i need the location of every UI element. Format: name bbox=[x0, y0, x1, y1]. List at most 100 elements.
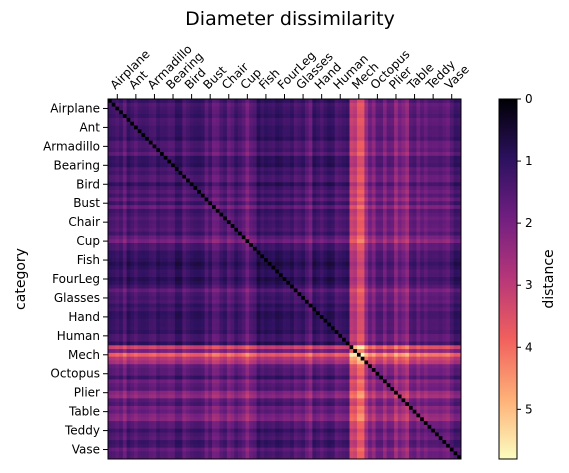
heatmap-cell bbox=[293, 216, 298, 221]
heatmap-cell bbox=[334, 239, 339, 244]
heatmap-cell bbox=[160, 208, 165, 214]
heatmap-cell bbox=[386, 205, 391, 210]
heatmap-cell bbox=[379, 208, 384, 214]
heatmap-cell bbox=[119, 121, 124, 126]
heatmap-cell bbox=[152, 197, 157, 202]
heatmap-cell bbox=[293, 288, 298, 293]
heatmap-cell bbox=[271, 148, 276, 153]
heatmap-cell bbox=[130, 235, 135, 240]
heatmap-cell bbox=[446, 235, 451, 240]
heatmap-cell bbox=[160, 292, 165, 297]
heatmap-cell bbox=[252, 273, 258, 278]
heatmap-cell bbox=[356, 110, 362, 115]
heatmap-cell bbox=[386, 292, 391, 297]
heatmap-cell bbox=[171, 273, 176, 278]
heatmap-cell bbox=[290, 201, 295, 206]
heatmap-cell bbox=[457, 208, 462, 214]
heatmap-cell bbox=[260, 144, 265, 149]
heatmap-cell bbox=[230, 296, 235, 301]
heatmap-cell bbox=[290, 155, 295, 161]
heatmap-cell bbox=[234, 205, 239, 210]
heatmap-cell bbox=[442, 250, 447, 255]
heatmap-cell bbox=[189, 246, 194, 251]
heatmap-cell bbox=[375, 288, 380, 293]
heatmap-cell bbox=[167, 224, 172, 229]
heatmap-cell bbox=[145, 174, 150, 179]
heatmap-cell bbox=[401, 216, 406, 221]
heatmap-cell bbox=[330, 102, 336, 107]
heatmap-cell bbox=[122, 216, 127, 221]
heatmap-cell bbox=[316, 144, 321, 149]
heatmap-cell bbox=[249, 117, 254, 123]
heatmap-cell bbox=[249, 208, 254, 214]
heatmap-cell bbox=[446, 182, 451, 187]
heatmap-cell bbox=[304, 163, 310, 168]
heatmap-cell bbox=[327, 284, 332, 289]
heatmap-cell bbox=[342, 269, 347, 274]
heatmap-cell bbox=[282, 277, 287, 282]
heatmap-cell bbox=[312, 136, 317, 142]
heatmap-cell bbox=[204, 246, 209, 251]
heatmap-cell bbox=[156, 216, 161, 221]
heatmap-cell bbox=[200, 201, 206, 206]
heatmap-cell bbox=[111, 136, 116, 142]
heatmap-cell bbox=[423, 102, 428, 107]
heatmap-cell bbox=[297, 227, 302, 233]
heatmap-cell bbox=[174, 273, 179, 278]
heatmap-cell bbox=[193, 167, 198, 172]
heatmap-cell bbox=[301, 224, 306, 229]
heatmap-cell bbox=[230, 186, 235, 191]
heatmap-cell bbox=[412, 140, 417, 145]
heatmap-cell bbox=[256, 220, 261, 225]
heatmap-cell bbox=[271, 208, 276, 214]
heatmap-cell bbox=[431, 144, 436, 149]
heatmap-cell bbox=[238, 171, 243, 176]
heatmap-cell bbox=[416, 277, 421, 282]
heatmap-cell bbox=[130, 171, 135, 176]
heatmap-cell bbox=[353, 155, 358, 161]
heatmap-cell bbox=[334, 261, 339, 267]
heatmap-cell bbox=[271, 288, 276, 293]
heatmap-cell bbox=[423, 148, 428, 153]
heatmap-cell bbox=[223, 140, 228, 145]
heatmap-cell bbox=[189, 205, 194, 210]
heatmap-cell bbox=[156, 205, 161, 210]
heatmap-cell bbox=[119, 155, 124, 161]
heatmap-cell bbox=[148, 152, 153, 157]
heatmap-cell bbox=[304, 152, 310, 157]
heatmap-cell bbox=[371, 110, 376, 115]
heatmap-cell bbox=[323, 136, 328, 142]
heatmap-cell bbox=[449, 235, 454, 240]
heatmap-cell bbox=[156, 250, 161, 255]
heatmap-cell bbox=[438, 254, 443, 259]
heatmap-cell bbox=[334, 197, 339, 202]
heatmap-cell bbox=[316, 284, 321, 289]
heatmap-cell bbox=[219, 280, 224, 286]
heatmap-cell bbox=[408, 292, 414, 297]
heatmap-cell bbox=[130, 193, 135, 198]
heatmap-cell bbox=[219, 292, 224, 297]
heatmap-cell bbox=[368, 163, 373, 168]
heatmap-cell bbox=[186, 163, 191, 168]
heatmap-cell bbox=[323, 243, 328, 248]
heatmap-cell bbox=[323, 114, 328, 119]
heatmap-cell bbox=[394, 269, 399, 274]
heatmap-cell bbox=[397, 197, 402, 202]
heatmap-cell bbox=[197, 227, 202, 233]
heatmap-cell bbox=[141, 292, 146, 297]
heatmap-cell bbox=[208, 292, 213, 297]
heatmap-cell bbox=[278, 224, 284, 229]
heatmap-cell bbox=[405, 99, 410, 104]
heatmap-cell bbox=[382, 133, 388, 138]
heatmap-cell bbox=[457, 235, 462, 240]
heatmap-cell bbox=[148, 205, 153, 210]
heatmap-cell bbox=[390, 159, 395, 164]
heatmap-cell bbox=[330, 224, 336, 229]
heatmap-cell bbox=[137, 216, 142, 221]
heatmap-cell bbox=[115, 212, 120, 217]
heatmap-cell bbox=[301, 148, 306, 153]
heatmap-cell bbox=[171, 117, 176, 123]
heatmap-cell bbox=[293, 110, 298, 115]
heatmap-cell bbox=[423, 174, 428, 179]
heatmap-cell bbox=[252, 140, 258, 145]
